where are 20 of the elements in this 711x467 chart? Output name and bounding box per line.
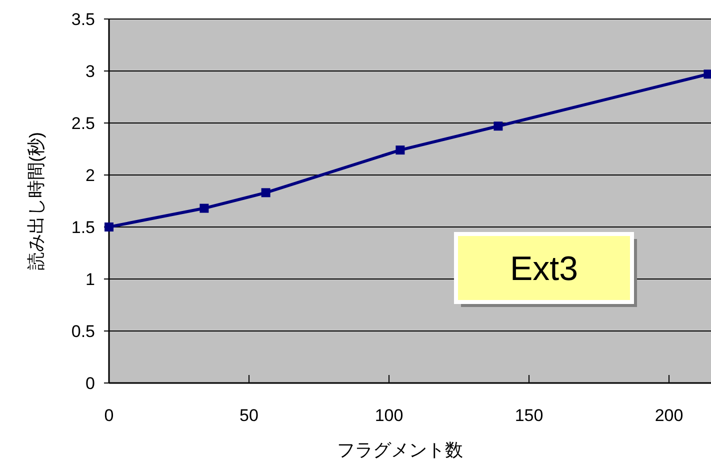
y-tick-label: 3.5 (71, 10, 95, 29)
x-tick-label: 50 (240, 406, 258, 425)
y-tick-label: 2 (86, 166, 95, 185)
point (396, 146, 405, 155)
y-tick-label: 3 (86, 62, 95, 81)
x-tick-label: 100 (374, 406, 404, 425)
x-axis-title: フラグメント数 (337, 440, 463, 460)
y-tick-label: 0.5 (71, 322, 95, 341)
point (200, 204, 209, 213)
y-tick-label: 0 (86, 374, 95, 393)
y-tick-label: 1 (86, 270, 95, 289)
y-tick-label: 2.5 (71, 114, 95, 133)
y-axis-title: 読み出し時間(秒) (26, 132, 46, 270)
point (261, 188, 270, 198)
x-tick-label: 200 (654, 406, 684, 425)
annotation: Ext3 (510, 250, 578, 288)
x-tick-label: 150 (514, 406, 544, 425)
y-tick-label: 1.5 (71, 218, 95, 237)
point (494, 122, 503, 131)
x-tick-label: 0 (104, 406, 114, 425)
